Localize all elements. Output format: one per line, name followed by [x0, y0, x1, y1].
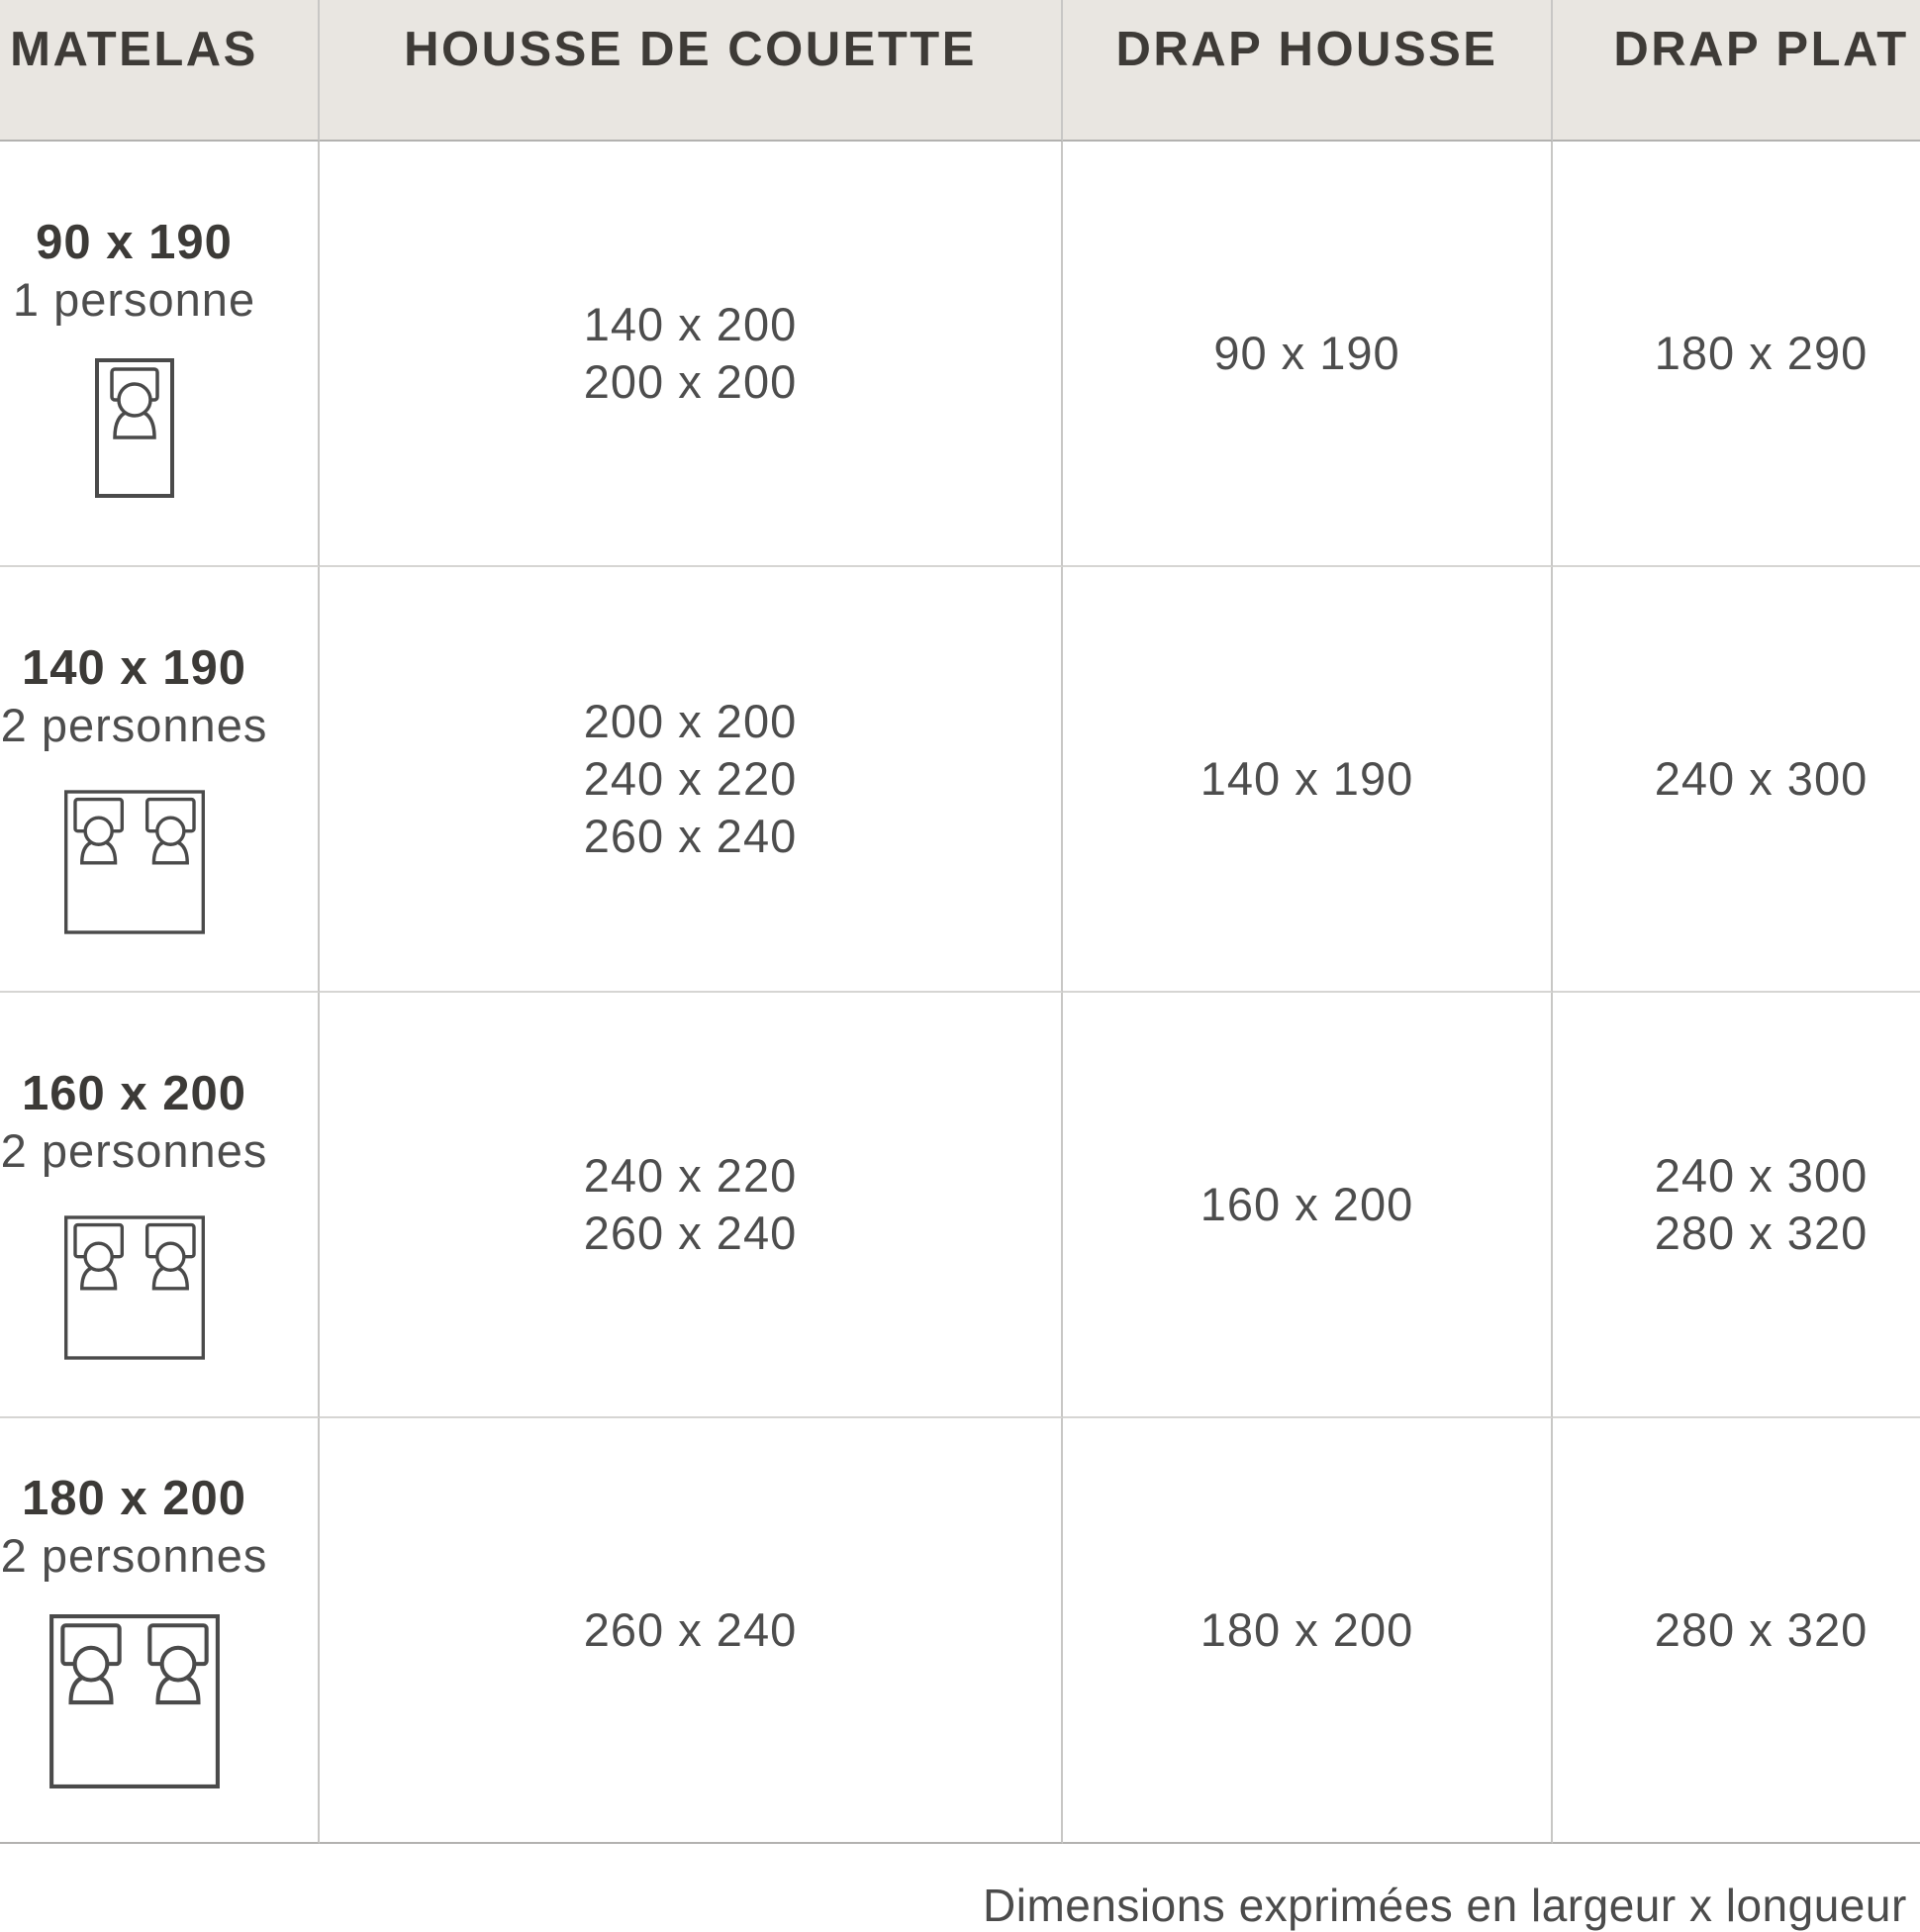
mattress-size-label: 160 x 200 [22, 1067, 246, 1120]
matelas-cell: 180 x 200 2 personnes [0, 1418, 320, 1844]
mattress-size-label: 90 x 190 [36, 216, 233, 269]
size-value: 90 x 190 [1213, 327, 1400, 379]
size-value: 260 x 240 [583, 1603, 798, 1656]
size-value: 160 x 200 [1200, 1178, 1414, 1230]
column-header-drap-plat: DRAP PLAT [1553, 0, 1920, 142]
size-value: 200 x 200 [583, 355, 798, 408]
size-value: 140 x 190 [1200, 752, 1414, 805]
size-value: 200 x 200 [583, 695, 798, 747]
bedding-size-table: MATELAS HOUSSE DE COUETTE DRAP HOUSSE DR… [0, 0, 1920, 1844]
mattress-person-label: 2 personnes [0, 1124, 268, 1177]
mattress-size-label: 180 x 200 [22, 1472, 246, 1525]
matelas-cell: 90 x 190 1 personne [0, 142, 320, 567]
size-value: 240 x 220 [583, 1149, 798, 1202]
column-header-matelas: MATELAS [0, 0, 320, 142]
housse-de-couette-cell: 240 x 220 260 x 240 [320, 993, 1063, 1418]
mattress-person-label: 2 personnes [0, 1529, 268, 1582]
size-value: 280 x 320 [1654, 1207, 1869, 1259]
mattress-person-label: 1 personne [12, 273, 256, 326]
size-value: 240 x 300 [1654, 1149, 1869, 1202]
matelas-cell: 160 x 200 2 personnes [0, 993, 320, 1418]
drap-housse-cell: 140 x 190 [1063, 567, 1553, 993]
dimensions-note: Dimensions exprimées en largeur x longue… [983, 1880, 1920, 1931]
size-value: 280 x 320 [1654, 1603, 1869, 1656]
housse-de-couette-cell: 140 x 200 200 x 200 [320, 142, 1063, 567]
single-bed-icon [94, 358, 174, 498]
drap-plat-cell: 180 x 290 [1553, 142, 1920, 567]
housse-de-couette-cell: 200 x 200 240 x 220 260 x 240 [320, 567, 1063, 993]
drap-plat-cell: 240 x 300 [1553, 567, 1920, 993]
double-bed-icon [63, 790, 205, 934]
mattress-person-label: 2 personnes [0, 699, 268, 751]
column-header-drap-housse: DRAP HOUSSE [1063, 0, 1553, 142]
drap-housse-cell: 90 x 190 [1063, 142, 1553, 567]
size-value: 260 x 240 [583, 810, 798, 862]
drap-plat-cell: 240 x 300 280 x 320 [1553, 993, 1920, 1418]
double-bed-icon [63, 1215, 205, 1360]
size-value: 140 x 200 [583, 298, 798, 350]
size-value: 240 x 220 [583, 752, 798, 805]
size-value: 240 x 300 [1654, 752, 1869, 805]
housse-de-couette-cell: 260 x 240 [320, 1418, 1063, 1844]
double-bed-icon [48, 1614, 220, 1788]
size-value: 180 x 200 [1200, 1603, 1414, 1656]
drap-housse-cell: 160 x 200 [1063, 993, 1553, 1418]
column-header-housse-de-couette: HOUSSE DE COUETTE [320, 0, 1063, 142]
mattress-size-label: 140 x 190 [22, 641, 246, 695]
matelas-cell: 140 x 190 2 personnes [0, 567, 320, 993]
drap-plat-cell: 280 x 320 [1553, 1418, 1920, 1844]
size-value: 260 x 240 [583, 1207, 798, 1259]
size-value: 180 x 290 [1654, 327, 1869, 379]
drap-housse-cell: 180 x 200 [1063, 1418, 1553, 1844]
